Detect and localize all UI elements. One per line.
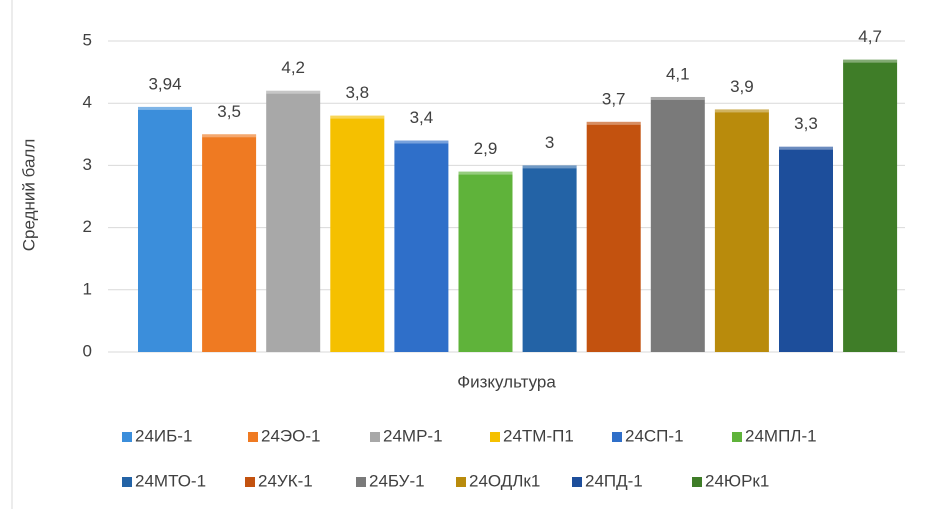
bar bbox=[843, 59, 898, 352]
bar-highlight bbox=[779, 146, 833, 150]
y-tick-label: 5 bbox=[83, 30, 92, 49]
legend-label: 24ОДЛк1 bbox=[469, 471, 540, 490]
legend-swatch bbox=[122, 477, 132, 487]
bar-highlight bbox=[202, 134, 257, 138]
legend-swatch bbox=[572, 477, 582, 487]
bar-highlight bbox=[843, 59, 898, 63]
bar bbox=[394, 140, 449, 352]
legend-label: 24ЭО-1 bbox=[261, 426, 320, 445]
x-tick-label: Физкультура bbox=[457, 372, 556, 391]
legend-label: 24ЮРк1 bbox=[705, 471, 769, 490]
bar-highlight bbox=[266, 90, 321, 94]
bar-highlight bbox=[714, 109, 769, 113]
bar-highlight bbox=[586, 121, 641, 125]
legend-label: 24ИБ-1 bbox=[135, 426, 192, 445]
legend-label: 24ТМ-П1 bbox=[503, 426, 574, 445]
legend-swatch bbox=[248, 432, 258, 442]
bar-highlight bbox=[138, 106, 192, 110]
legend-swatch bbox=[356, 477, 366, 487]
bar-highlight bbox=[458, 171, 513, 175]
bar bbox=[202, 134, 257, 352]
legend-label: 24МР-1 bbox=[383, 426, 443, 445]
bar bbox=[779, 146, 833, 352]
legend-label: 24МТО-1 bbox=[135, 471, 206, 490]
bar-highlight bbox=[394, 140, 449, 144]
legend-label: 24СП-1 bbox=[625, 426, 684, 445]
bar bbox=[138, 106, 192, 352]
y-tick-label: 0 bbox=[83, 341, 92, 360]
legend-swatch bbox=[732, 432, 742, 442]
bar-highlight bbox=[522, 165, 577, 169]
value-label: 4,7 bbox=[858, 27, 882, 46]
y-tick-label: 3 bbox=[83, 155, 92, 174]
value-label: 3,4 bbox=[410, 108, 434, 127]
value-label: 3 bbox=[545, 133, 554, 152]
value-label: 3,94 bbox=[148, 74, 181, 93]
value-label: 3,3 bbox=[794, 114, 818, 133]
legend-swatch bbox=[456, 477, 466, 487]
legend-label: 24УК-1 bbox=[258, 471, 313, 490]
y-tick-label: 2 bbox=[83, 217, 92, 236]
bar-highlight bbox=[330, 115, 385, 119]
legend-swatch bbox=[245, 477, 255, 487]
bar bbox=[522, 165, 577, 352]
legend-label: 24БУ-1 bbox=[369, 471, 425, 490]
bar-highlight bbox=[650, 96, 705, 100]
value-label: 4,1 bbox=[666, 64, 690, 83]
legend-swatch bbox=[692, 477, 702, 487]
bar bbox=[266, 90, 321, 352]
y-tick-label: 1 bbox=[83, 279, 92, 298]
bar bbox=[458, 171, 513, 352]
value-label: 3,5 bbox=[217, 102, 241, 121]
legend-swatch bbox=[490, 432, 500, 442]
legend-swatch bbox=[612, 432, 622, 442]
value-label: 3,9 bbox=[730, 77, 754, 96]
value-label: 3,8 bbox=[345, 83, 369, 102]
y-tick-label: 4 bbox=[83, 93, 92, 112]
legend-swatch bbox=[370, 432, 380, 442]
value-label: 4,2 bbox=[281, 58, 305, 77]
bar bbox=[586, 121, 641, 352]
legend-swatch bbox=[122, 432, 132, 442]
value-label: 2,9 bbox=[474, 139, 498, 158]
legend-label: 24МПЛ-1 bbox=[745, 426, 817, 445]
value-label: 3,7 bbox=[602, 89, 626, 108]
bar bbox=[650, 96, 705, 352]
y-axis-label: Средний балл bbox=[19, 139, 38, 251]
legend-label: 24ПД-1 bbox=[585, 471, 643, 490]
bar bbox=[714, 109, 769, 352]
bar bbox=[330, 115, 385, 352]
